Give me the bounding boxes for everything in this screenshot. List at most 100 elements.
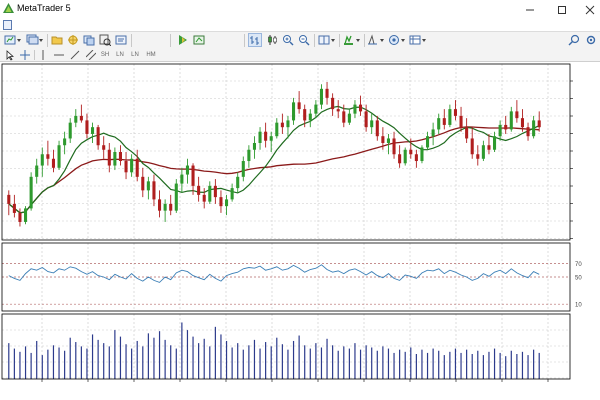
search-button[interactable] (567, 33, 581, 47)
indicators-button[interactable] (342, 33, 362, 47)
profiles-icon (26, 34, 43, 45)
candle-body (392, 138, 396, 155)
close-button[interactable] (576, 0, 600, 19)
tool-ln-button[interactable]: LN (114, 48, 126, 62)
algo-trading-button[interactable] (176, 33, 190, 47)
window-title: MetaTrader 5 (17, 3, 71, 13)
crosshair-button[interactable] (18, 48, 31, 62)
open-folder-button[interactable] (50, 33, 64, 47)
candle-body (258, 131, 262, 143)
candle-body (431, 129, 435, 137)
candle-body (448, 109, 452, 125)
settings-icon (586, 35, 596, 45)
vertical-line-icon (42, 50, 43, 60)
templates-icon (389, 35, 405, 45)
new-order-button[interactable] (192, 33, 206, 47)
candle-body (185, 165, 189, 175)
bar-chart-button[interactable] (248, 33, 262, 47)
candle-body (40, 154, 44, 166)
volume-pane (8, 322, 540, 379)
candle-body (414, 154, 418, 162)
separator (34, 50, 35, 60)
candle-body (409, 149, 413, 155)
tool-ln2-label: LN (131, 52, 139, 58)
candle-body (141, 176, 145, 191)
equidistant-channel-icon (85, 50, 96, 60)
maximize-button[interactable] (548, 0, 576, 19)
tile-windows-button[interactable] (317, 33, 337, 47)
candle-body (247, 149, 251, 162)
maximize-icon (558, 5, 566, 14)
menu-bar (0, 19, 600, 31)
templates-button[interactable] (387, 33, 407, 47)
candle-body (46, 154, 50, 159)
horizontal-line-button[interactable] (52, 48, 65, 62)
candle-body (504, 124, 508, 130)
candle-body (297, 102, 301, 110)
minimize-icon (526, 9, 534, 10)
candle-body (35, 165, 39, 177)
candle-body (364, 111, 368, 128)
profiles-button[interactable] (25, 33, 45, 47)
candle-body (347, 113, 351, 123)
candle-body (130, 158, 134, 173)
candle-body (208, 185, 212, 202)
market-watch-icon (83, 35, 95, 46)
equidistant-channel-button[interactable] (84, 48, 97, 62)
candle-body (152, 181, 156, 200)
candle-body (252, 142, 256, 150)
candle-body (303, 109, 307, 121)
search-icon (568, 34, 580, 46)
candle-body (96, 127, 100, 146)
zoom-in-button[interactable] (281, 33, 295, 47)
candle-body (403, 149, 407, 164)
standard-toolbar (0, 31, 600, 48)
drawing-toolbar: SH LN LN HM (0, 48, 600, 62)
tool-ln2-button[interactable]: LN (129, 48, 141, 62)
strategy-tester-button[interactable] (114, 33, 128, 47)
document-icon[interactable] (3, 20, 12, 30)
market-watch-button[interactable] (82, 33, 96, 47)
data-window-icon (99, 34, 111, 46)
candle-body (269, 136, 273, 141)
candle-body (359, 104, 363, 112)
open-folder-icon (51, 36, 63, 45)
zoom-out-button[interactable] (297, 33, 311, 47)
new-chart-button[interactable] (3, 33, 23, 47)
candle-body (520, 118, 524, 128)
zoom-in-icon (283, 35, 294, 46)
candle-body (437, 118, 441, 130)
candle-body (135, 158, 139, 177)
data-window-button[interactable] (98, 33, 112, 47)
candle-body (470, 138, 474, 155)
minimize-button[interactable] (516, 0, 544, 19)
candle-body (79, 115, 83, 121)
tool-ln-label: LN (116, 52, 124, 58)
candle-body (146, 181, 150, 191)
candle-body (353, 104, 357, 114)
candle-body (465, 127, 469, 139)
candlestick-button[interactable] (265, 33, 279, 47)
settings-button[interactable] (584, 33, 598, 47)
candle-body (493, 136, 497, 150)
tool-sh-button[interactable]: SH (99, 48, 111, 62)
candle-body (381, 136, 385, 143)
chart-shift-button[interactable] (408, 33, 428, 47)
tool-hm-button[interactable]: HM (144, 48, 158, 62)
chart-canvas[interactable]: 70 50 10 (0, 62, 600, 400)
rsi-level-label: 70 (575, 262, 582, 268)
zoom-out-icon (299, 35, 310, 46)
candle-body (202, 194, 206, 202)
candle-body (241, 161, 245, 177)
navigator-button[interactable] (66, 33, 80, 47)
periods-button[interactable] (366, 33, 386, 47)
trendline-button[interactable] (68, 48, 81, 62)
ma-slow-line (8, 126, 540, 214)
vertical-line-button[interactable] (37, 48, 48, 62)
candle-body (280, 122, 284, 128)
separator (364, 34, 365, 47)
navigator-icon (68, 35, 78, 45)
cursor-button[interactable] (3, 48, 16, 62)
chart-window[interactable]: 70 50 10 (0, 62, 600, 400)
candle-body (398, 154, 402, 164)
